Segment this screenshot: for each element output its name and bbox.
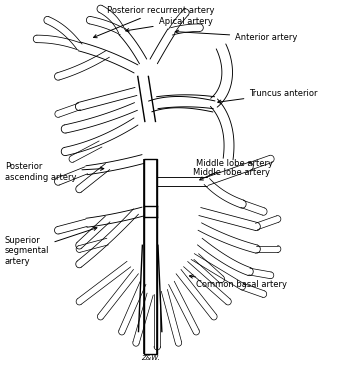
Text: Anterior artery: Anterior artery [175,30,297,42]
Text: Posterior
ascending artery: Posterior ascending artery [5,163,104,182]
Polygon shape [144,159,156,354]
Text: Z&W.: Z&W. [141,355,160,361]
Text: Superior
segmental
artery: Superior segmental artery [5,227,97,266]
Text: Middle lobe artery: Middle lobe artery [196,160,273,180]
Text: Middle lobe artery: Middle lobe artery [193,167,270,177]
Text: Truncus anterior: Truncus anterior [218,89,318,104]
Text: Apical artery: Apical artery [126,17,212,32]
Text: Posterior recurrent artery: Posterior recurrent artery [94,6,215,38]
Text: Common basal artery: Common basal artery [190,275,287,289]
